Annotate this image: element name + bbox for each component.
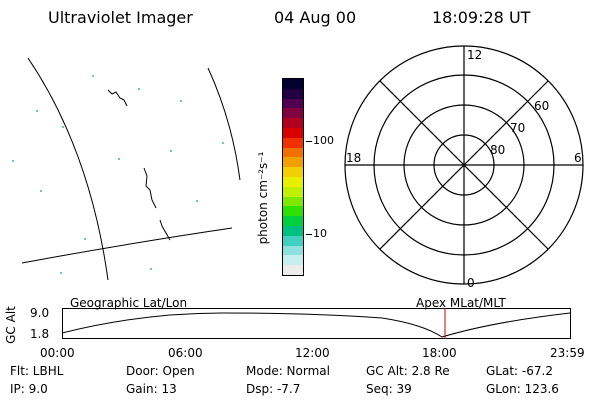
polar-label-bottom: 0 [467, 276, 475, 290]
colorbar-segment [283, 147, 303, 158]
polar-label-top: 12 [467, 48, 482, 62]
colorbar-segment [283, 98, 303, 109]
gc-alt-status: GC Alt: 2.8 Re [366, 364, 450, 378]
coastline-fragment [159, 219, 171, 241]
colorbar-label: photon cm⁻²s⁻¹ [256, 151, 270, 245]
colorbar-segment [283, 167, 303, 177]
timeline-tick-0600: 06:00 [168, 346, 203, 360]
polar-diagonal [379, 80, 549, 250]
timeline-tick-1200: 12:00 [295, 346, 330, 360]
noise-pixels [12, 75, 224, 274]
timeline-left-title: Geographic Lat/Lon [70, 296, 188, 310]
colorbar-segment [283, 108, 303, 119]
timeline-tick-2359: 23:59 [550, 346, 585, 360]
colorbar-segment [283, 225, 303, 236]
filter-status: Flt: LBHL [10, 364, 64, 378]
colorbar [282, 78, 304, 276]
polar-label-left: 18 [346, 151, 361, 165]
colorbar-segment [283, 88, 303, 99]
colorbar-segment [283, 216, 303, 226]
longitude-line-left [27, 57, 109, 281]
seq-status: Seq: 39 [366, 382, 412, 396]
gain-status: Gain: 13 [126, 382, 177, 396]
glat-status: GLat: -67.2 [486, 364, 553, 378]
geographic-image-panel [12, 57, 241, 281]
polar-ring-label-60: 60 [534, 99, 549, 113]
colorbar-segment [283, 118, 303, 128]
colorbar-segment [283, 127, 303, 138]
colorbar-segment [283, 245, 303, 256]
colorbar-segment [283, 196, 303, 207]
mode-status: Mode: Normal [246, 364, 330, 378]
timeline-plot [62, 308, 571, 339]
timeline-ymin: 1.8 [30, 327, 50, 341]
polar-plot: 12 0 18 6 60 70 80 [344, 45, 584, 290]
dsp-status: Dsp: -7.7 [246, 382, 301, 396]
colorbar-segment [283, 79, 303, 89]
timeline-tick-1800: 18:00 [422, 346, 457, 360]
timeline-ylabel: GC Alt [4, 306, 18, 344]
date-label: 04 Aug 00 [274, 8, 357, 27]
timeline-ymax: 9.0 [30, 306, 50, 320]
colorbar-segment [283, 176, 303, 187]
door-status: Door: Open [126, 364, 195, 378]
timeline-right-title: Apex MLat/MLT [416, 296, 506, 310]
timeline-frame [62, 308, 571, 339]
glon-status: GLon: 123.6 [486, 382, 559, 396]
altitude-curve [62, 312, 571, 338]
longitude-line-right [207, 67, 241, 181]
polar-ring-label-70: 70 [510, 121, 525, 135]
colorbar-segment [283, 235, 303, 246]
colorbar-segment [283, 186, 303, 197]
colorbar-segment [283, 157, 303, 168]
coastline-fragment [143, 167, 157, 209]
ip-status: IP: 9.0 [10, 382, 48, 396]
colorbar-segment [283, 206, 303, 217]
latitude-line [21, 227, 233, 264]
polar-ring-label-80: 80 [490, 143, 505, 157]
colorbar-tick-10: 10 [313, 227, 327, 240]
colorbar-segment [283, 265, 303, 275]
colorbar-segment [283, 137, 303, 148]
coastline-fragment [107, 89, 128, 107]
polar-label-right: 6 [574, 151, 582, 165]
colorbar-tick-100: 100 [313, 134, 334, 147]
instrument-title: Ultraviolet Imager [48, 8, 193, 27]
time-label: 18:09:28 UT [432, 8, 531, 27]
timeline-tick-0000: 00:00 [40, 346, 75, 360]
colorbar-segment [283, 255, 303, 266]
